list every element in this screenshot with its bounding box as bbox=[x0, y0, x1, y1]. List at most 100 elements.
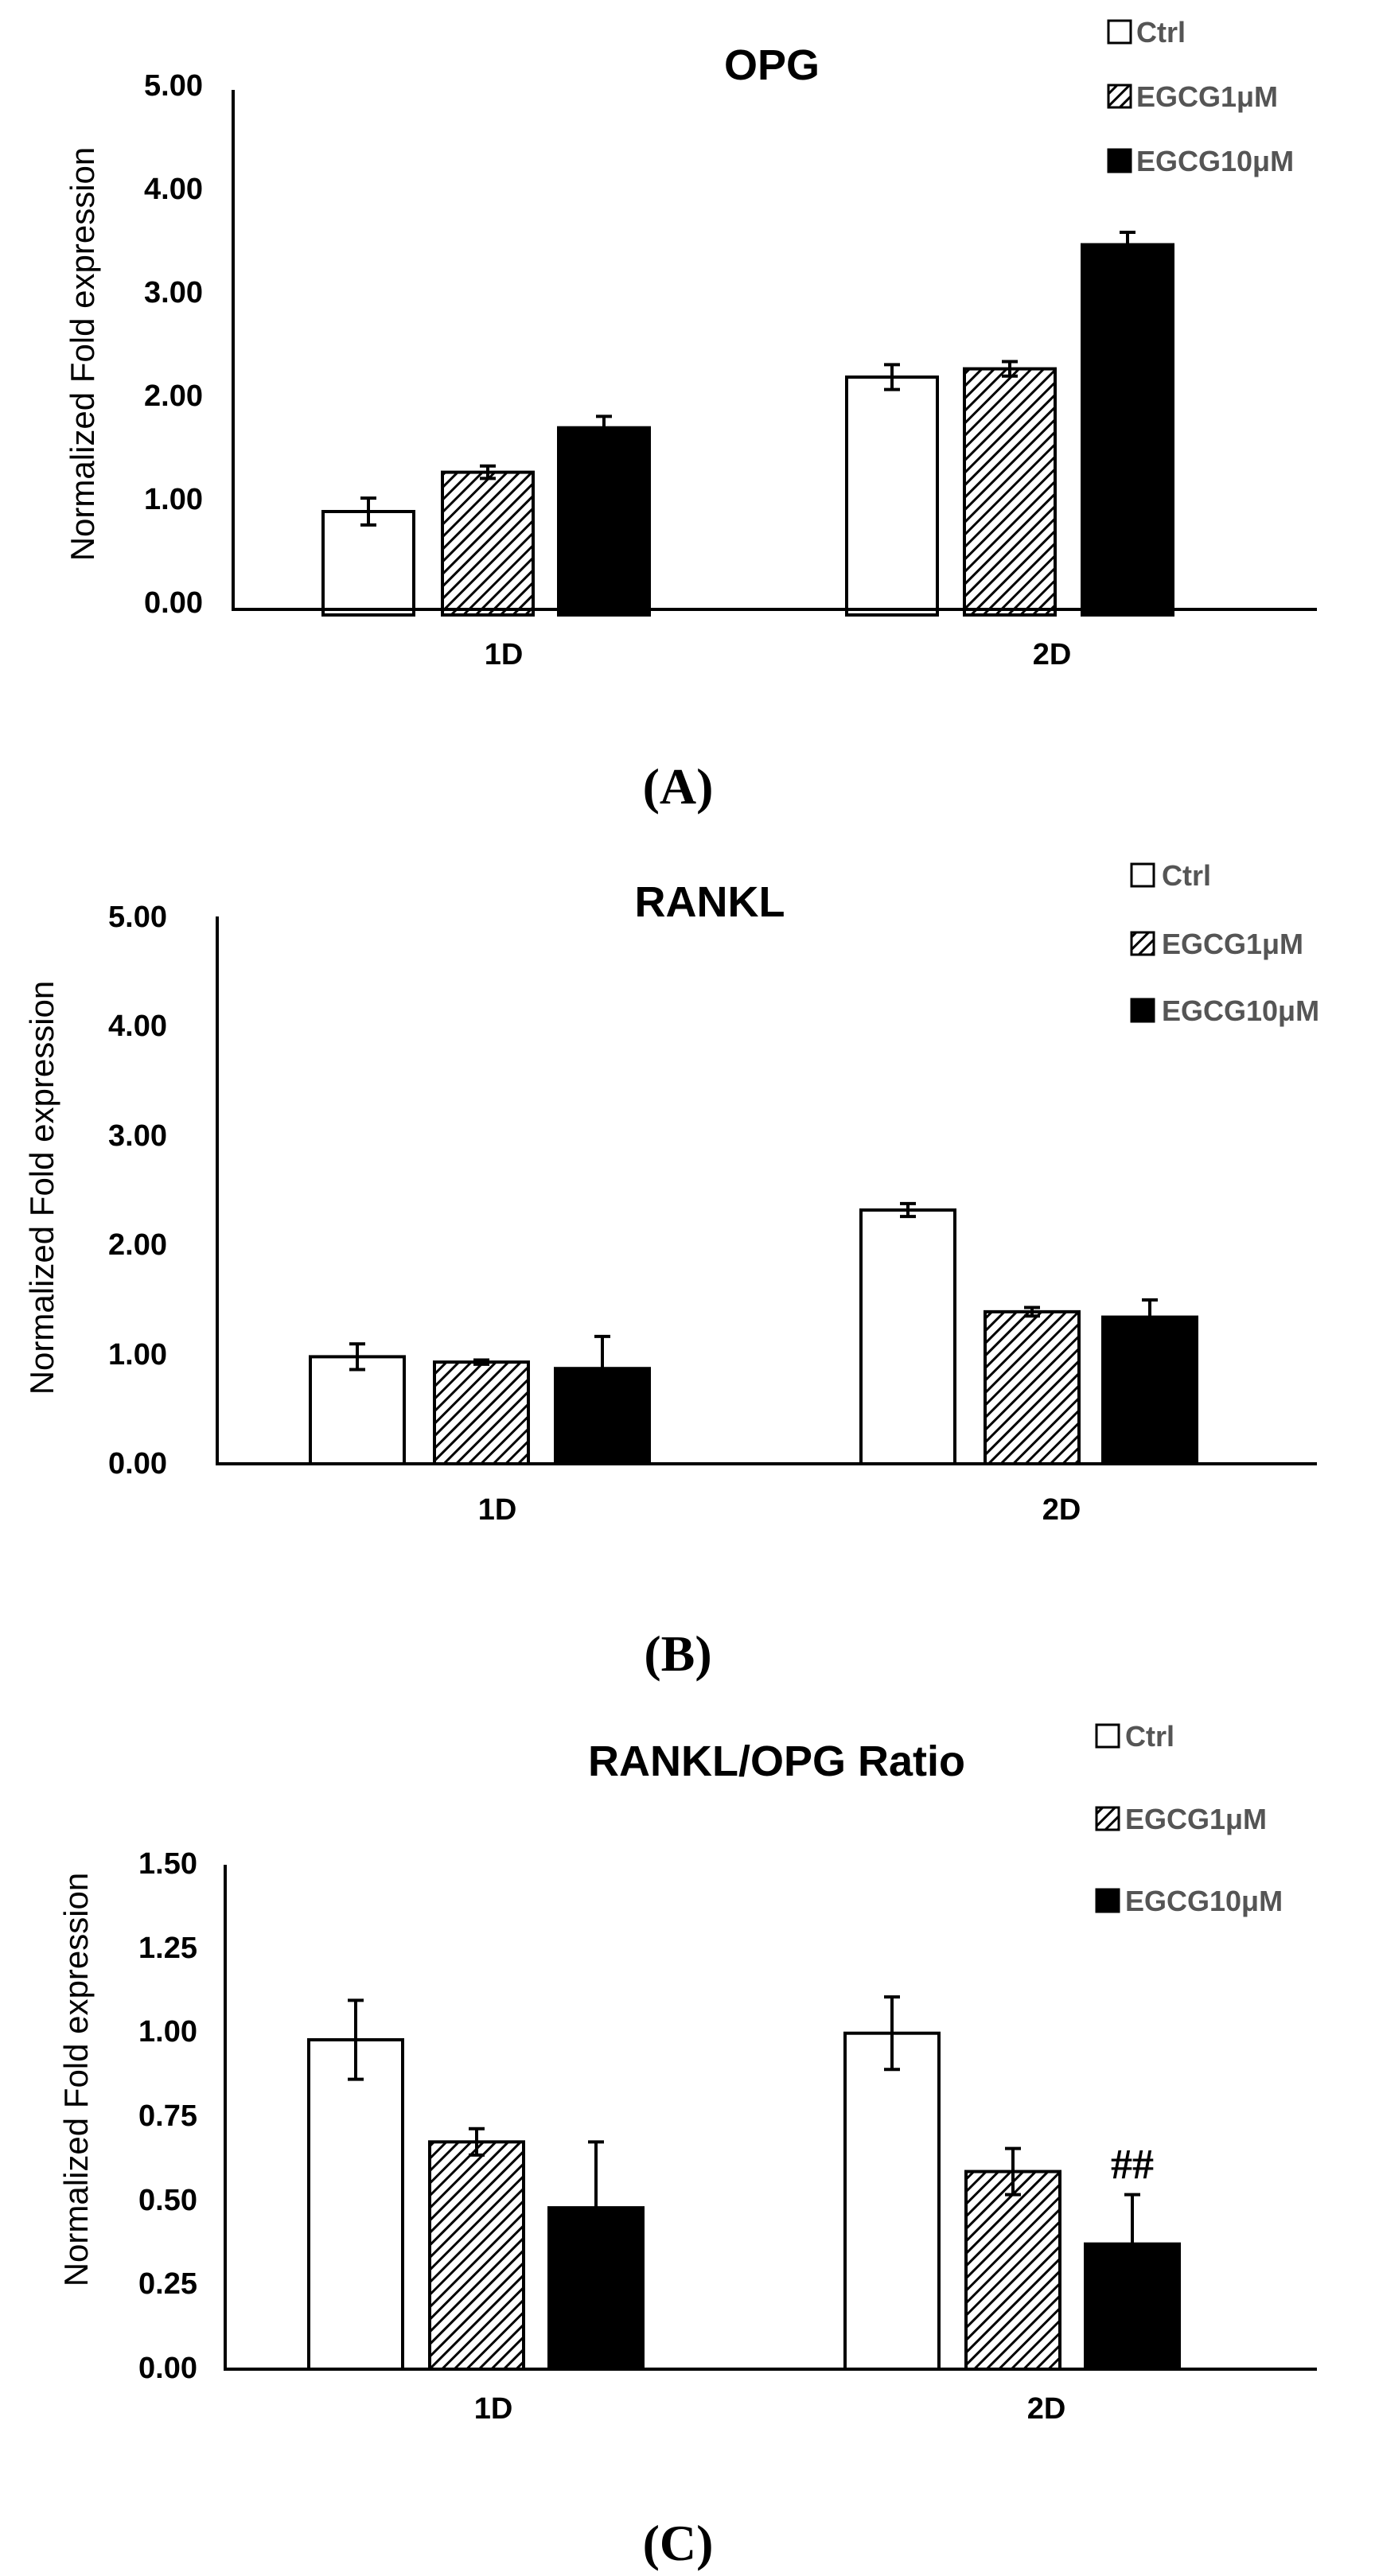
error-bar-egcg1-2d bbox=[1024, 1306, 1040, 1318]
legend-label-egcg1: EGCG1μM bbox=[1125, 1803, 1267, 1835]
legend-label-egcg1: EGCG1μM bbox=[1162, 928, 1303, 960]
y-tick-labels: 0.00 1.00 2.00 3.00 4.00 5.00 bbox=[144, 69, 203, 620]
error-bar-ctrl-2d bbox=[884, 1995, 900, 2072]
error-bar-ctrl-1d bbox=[349, 1342, 365, 1372]
error-bar-egcg1-1d bbox=[480, 464, 496, 481]
y-tick-label: 2.00 bbox=[108, 1228, 167, 1262]
error-bar-egcg1-2d bbox=[1005, 2146, 1021, 2197]
y-tick-label: 0.00 bbox=[144, 586, 203, 620]
error-bars bbox=[348, 1995, 1140, 2295]
bars bbox=[321, 243, 1174, 617]
chart-panel-c: RANKL/OPG Ratio Normalized Fold expressi… bbox=[57, 1720, 1317, 2571]
bar-egcg1-1d bbox=[441, 470, 535, 617]
y-tick-label: 0.25 bbox=[138, 2267, 197, 2301]
y-axis-label: Normalized Fold expression bbox=[64, 147, 101, 562]
error-bar-egcg1-2d bbox=[1002, 360, 1018, 378]
axis-lines bbox=[232, 90, 1317, 611]
bar-ctrl-1d bbox=[309, 1355, 406, 1466]
axis-lines bbox=[216, 916, 1317, 1465]
legend-label-ctrl: Ctrl bbox=[1136, 16, 1186, 49]
x-tick-label: 1D bbox=[485, 638, 524, 671]
panel-label: (B) bbox=[644, 1625, 711, 1682]
y-tick-label: 5.00 bbox=[108, 901, 167, 934]
legend-swatch-egcg10 bbox=[1095, 1888, 1120, 1913]
y-tick-label: 5.00 bbox=[144, 69, 203, 103]
bar-egcg1-1d bbox=[428, 2140, 525, 2372]
error-bar-egcg10-2d bbox=[1142, 1298, 1158, 1337]
bar-ctrl-2d bbox=[859, 1208, 956, 1466]
x-tick-label: 2D bbox=[1042, 1493, 1081, 1527]
legend-swatch-egcg1 bbox=[1095, 1806, 1120, 1831]
y-tick-labels: 0.00 1.00 2.00 3.00 4.00 5.00 bbox=[108, 901, 167, 1481]
significance-annotation: ## bbox=[1111, 2141, 1154, 2189]
x-tick-label: 1D bbox=[478, 1493, 517, 1527]
legend-swatch-egcg10 bbox=[1107, 148, 1132, 173]
y-tick-label: 0.50 bbox=[138, 2184, 197, 2217]
panel-label: (C) bbox=[643, 2515, 714, 2571]
error-bar-ctrl-1d bbox=[360, 496, 376, 527]
legend-swatch-egcg1 bbox=[1107, 84, 1132, 109]
legend-label-egcg1: EGCG1μM bbox=[1136, 80, 1278, 113]
error-bar-egcg1-1d bbox=[473, 1358, 489, 1366]
bar-egcg10-2d bbox=[1101, 1315, 1198, 1466]
y-tick-label: 1.00 bbox=[108, 1338, 167, 1372]
error-bar-ctrl-2d bbox=[900, 1201, 916, 1219]
y-tick-label: 0.75 bbox=[138, 2099, 197, 2133]
error-bar-egcg10-1d bbox=[588, 2140, 604, 2275]
legend: Ctrl EGCG1μM EGCG10μM bbox=[1130, 859, 1319, 1027]
y-tick-label: 3.00 bbox=[108, 1119, 167, 1153]
bars bbox=[309, 1208, 1198, 1466]
legend: Ctrl EGCG1μM EGCG10μM bbox=[1095, 1720, 1283, 1917]
chart-panel-b: RANKL Normalized Fold expression 0.00 1.… bbox=[23, 859, 1319, 1682]
bar-egcg1-1d bbox=[433, 1360, 530, 1466]
y-axis-label: Normalized Fold expression bbox=[23, 981, 60, 1395]
legend-swatch-egcg10 bbox=[1130, 998, 1155, 1023]
legend: Ctrl EGCG1μM EGCG10μM bbox=[1107, 16, 1294, 177]
y-tick-labels: 0.00 0.25 0.50 0.75 1.00 1.25 1.50 bbox=[138, 1847, 197, 2385]
bar-ctrl-1d bbox=[321, 510, 415, 617]
bar-egcg1-2d bbox=[963, 367, 1057, 617]
error-bar-egcg10-2d bbox=[1124, 2193, 1140, 2295]
y-axis-label: Normalized Fold expression bbox=[57, 1873, 95, 2287]
error-bar-egcg10-2d bbox=[1120, 231, 1135, 259]
error-bar-egcg10-1d bbox=[594, 1334, 610, 1403]
legend-label-ctrl: Ctrl bbox=[1125, 1720, 1174, 1753]
bar-egcg1-2d bbox=[964, 2169, 1061, 2372]
y-tick-label: 4.00 bbox=[144, 173, 203, 206]
y-tick-label: 3.00 bbox=[144, 276, 203, 309]
bars bbox=[307, 2031, 1181, 2372]
legend-label-egcg10: EGCG10μM bbox=[1136, 145, 1294, 177]
panel-label: (A) bbox=[643, 758, 714, 815]
y-tick-label: 1.00 bbox=[144, 483, 203, 516]
legend-label-ctrl: Ctrl bbox=[1162, 859, 1211, 892]
bar-ctrl-2d bbox=[843, 2031, 941, 2371]
chart-panel-a: OPG Normalized Fold expression 0.00 1.00… bbox=[64, 16, 1317, 815]
bar-ctrl-2d bbox=[845, 376, 939, 617]
bar-ctrl-1d bbox=[307, 2038, 404, 2371]
error-bars bbox=[349, 1201, 1158, 1403]
error-bars bbox=[360, 231, 1135, 527]
y-tick-label: 1.00 bbox=[138, 2015, 197, 2049]
chart-title: RANKL/OPG Ratio bbox=[588, 1737, 965, 1785]
bar-egcg10-2d bbox=[1081, 243, 1174, 617]
legend-swatch-ctrl bbox=[1107, 19, 1132, 45]
x-tick-label: 2D bbox=[1033, 638, 1072, 671]
error-bar-egcg1-1d bbox=[469, 2127, 485, 2157]
chart-title: OPG bbox=[724, 41, 820, 89]
y-tick-label: 2.00 bbox=[144, 379, 203, 413]
bar-egcg1-2d bbox=[984, 1309, 1081, 1466]
legend-label-egcg10: EGCG10μM bbox=[1125, 1885, 1283, 1917]
legend-swatch-egcg1 bbox=[1130, 931, 1155, 956]
error-bar-ctrl-1d bbox=[348, 1998, 364, 2081]
x-tick-label: 1D bbox=[474, 2392, 513, 2426]
y-tick-label: 0.00 bbox=[108, 1447, 167, 1481]
y-tick-label: 1.50 bbox=[138, 1847, 197, 1881]
error-bar-egcg10-1d bbox=[596, 414, 612, 441]
y-tick-label: 1.25 bbox=[138, 1932, 197, 1965]
y-tick-label: 4.00 bbox=[108, 1010, 167, 1043]
x-tick-label: 2D bbox=[1027, 2392, 1066, 2426]
error-bar-ctrl-2d bbox=[884, 363, 900, 391]
y-tick-label: 0.00 bbox=[138, 2352, 197, 2385]
legend-label-egcg10: EGCG10μM bbox=[1162, 994, 1319, 1027]
